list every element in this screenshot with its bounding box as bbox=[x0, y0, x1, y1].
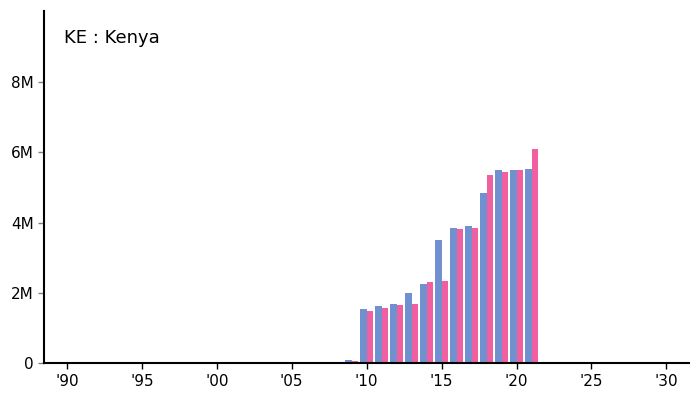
Bar bbox=[351, 361, 358, 364]
Bar bbox=[531, 148, 538, 364]
Bar bbox=[337, 362, 343, 364]
Bar bbox=[367, 311, 373, 364]
Text: KE : Kenya: KE : Kenya bbox=[64, 29, 160, 47]
Bar bbox=[480, 193, 486, 364]
Bar bbox=[510, 170, 517, 364]
Bar bbox=[322, 363, 328, 364]
Bar bbox=[517, 170, 523, 364]
Bar bbox=[501, 172, 508, 364]
Bar bbox=[426, 282, 433, 364]
Bar bbox=[412, 304, 418, 364]
Bar bbox=[330, 362, 337, 364]
Bar bbox=[525, 169, 531, 364]
Bar bbox=[397, 305, 403, 364]
Bar bbox=[360, 309, 367, 364]
Bar bbox=[472, 228, 478, 364]
Bar bbox=[420, 284, 426, 364]
Bar bbox=[450, 228, 456, 364]
Bar bbox=[442, 281, 448, 364]
Bar bbox=[316, 363, 322, 364]
Bar bbox=[456, 228, 463, 364]
Bar bbox=[375, 306, 382, 364]
Bar bbox=[435, 240, 442, 364]
Bar bbox=[300, 363, 307, 364]
Bar bbox=[486, 175, 493, 364]
Bar bbox=[391, 304, 397, 364]
Bar bbox=[495, 170, 501, 364]
Bar bbox=[466, 226, 472, 364]
Bar bbox=[345, 360, 351, 364]
Bar bbox=[382, 308, 388, 364]
Bar bbox=[405, 293, 412, 364]
